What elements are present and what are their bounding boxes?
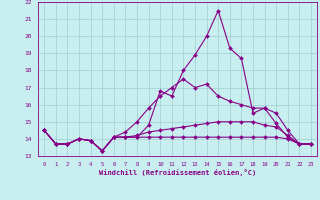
X-axis label: Windchill (Refroidissement éolien,°C): Windchill (Refroidissement éolien,°C): [99, 169, 256, 176]
